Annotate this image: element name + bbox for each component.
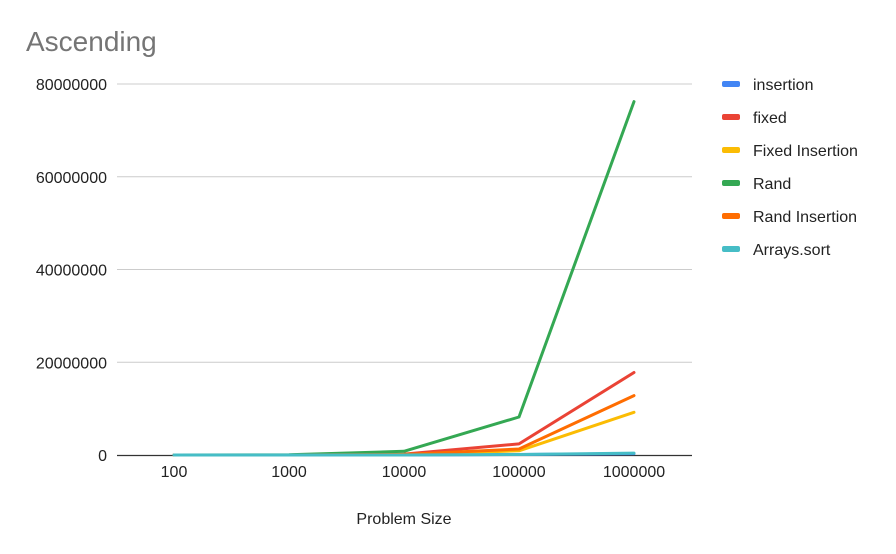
legend-swatch [722,213,740,219]
x-tick-label: 10000 [382,464,427,481]
legend-label: insertion [753,77,813,94]
x-tick-label: 1000000 [603,464,665,481]
x-tick-label: 1000 [271,464,307,481]
y-tick-label: 80000000 [36,77,107,94]
legend-swatch [722,81,740,87]
series-line-5 [172,451,636,457]
y-axis-ticks: 0 20000000 40000000 60000000 80000000 [36,77,107,465]
legend: insertion fixed Fixed Insertion Rand Rand In… [722,77,858,259]
x-tick-label: 100000 [492,464,545,481]
legend-label: Rand Insertion [753,209,857,226]
legend-label: Fixed Insertion [753,143,858,160]
legend-swatch [722,114,740,120]
legend-swatch [722,246,740,252]
y-tick-label: 20000000 [36,355,107,372]
x-axis-ticks: 100 1000 10000 100000 1000000 [161,464,666,481]
y-tick-label: 0 [98,448,107,465]
x-axis-title: Problem Size [356,511,451,528]
legend-swatch [722,147,740,153]
series-line-1 [172,371,636,457]
legend-label: Rand [753,176,791,193]
gridlines [117,83,692,363]
legend-label: Arrays.sort [753,242,831,259]
series-lines [172,100,636,457]
y-tick-label: 60000000 [36,170,107,187]
legend-label: fixed [753,110,787,127]
legend-swatch [722,180,740,186]
series-line-3 [172,100,636,457]
series-line-2 [172,410,636,457]
y-tick-label: 40000000 [36,263,107,280]
series-line-4 [172,394,636,457]
chart-title: Ascending [26,26,157,57]
x-tick-label: 100 [161,464,188,481]
